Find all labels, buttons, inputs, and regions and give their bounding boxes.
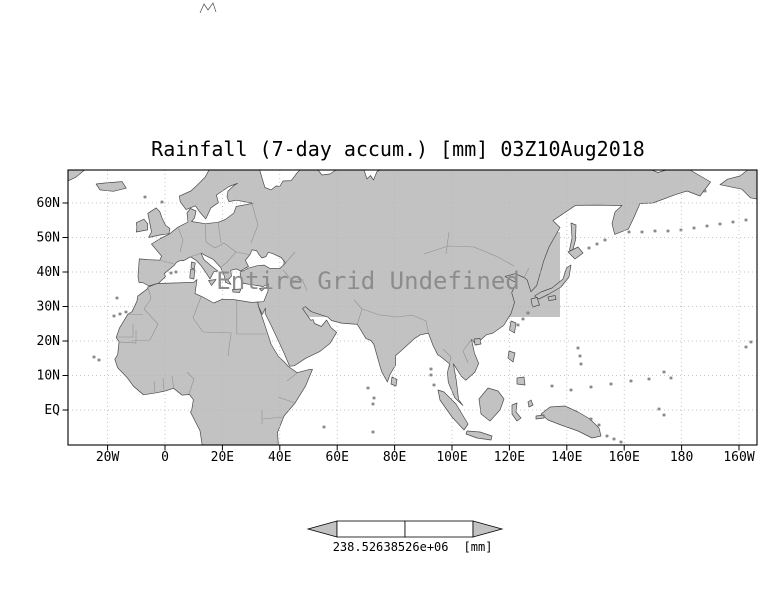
lon-tick-label: 160E <box>609 450 640 465</box>
landmass-japan-shikoku <box>547 295 557 301</box>
lat-tick-label: 40N <box>37 265 60 280</box>
lon-tick-label: 20E <box>211 450 234 465</box>
colorbar-tick-label: 238.526 <box>333 540 384 554</box>
island-sulawesi <box>511 402 522 422</box>
landmass-japan-hokkaido <box>567 246 584 260</box>
lon-axis: 20W 0 20E 40E 60E 80E 100E 120E 140E 160… <box>96 450 755 465</box>
lon-tick-label: 80E <box>383 450 406 465</box>
graticule <box>68 170 757 445</box>
lon-tick-label: 20W <box>96 450 120 465</box>
lon-tick-label: 140E <box>551 450 582 465</box>
stray-map-fragment <box>199 2 217 14</box>
colorbar-left-arrow <box>306 520 338 538</box>
landmass-greenland <box>68 170 85 182</box>
lat-tick-label: 50N <box>37 231 60 246</box>
country-borders <box>116 203 530 424</box>
colorbar-units-label: [mm] <box>464 540 493 554</box>
island-newguinea <box>540 405 602 439</box>
map-frame <box>67 169 758 446</box>
grid-undefined-message: Entire Grid Undefined <box>216 267 519 295</box>
landmass-japan-honshu <box>534 264 572 300</box>
island-mindanao <box>516 376 526 386</box>
land-layer <box>68 170 757 445</box>
lon-tick-label: 160W <box>723 450 754 465</box>
map-content <box>68 170 757 445</box>
colorbar-right-arrow <box>472 520 504 538</box>
lon-tick-label: 120E <box>494 450 525 465</box>
island-sicily <box>208 279 217 286</box>
island-crete <box>232 288 242 293</box>
landmass-eurasia <box>137 170 711 406</box>
axis-ticks <box>62 202 740 451</box>
island-srilanka <box>390 376 398 387</box>
lat-tick-label: 30N <box>37 300 60 315</box>
landmass-africa <box>114 279 313 445</box>
colorbar-cell-1 <box>336 520 406 538</box>
landmass-ireland <box>135 218 149 233</box>
island-hainan <box>473 338 482 346</box>
island-luzon <box>507 350 516 363</box>
lon-tick-label: 180 <box>670 450 693 465</box>
island-borneo <box>478 387 505 422</box>
colorbar-cell-2 <box>404 520 474 538</box>
landmass-japan-kyushu <box>530 297 540 308</box>
lon-tick-label: 0 <box>161 450 169 465</box>
island-taiwan <box>509 320 517 334</box>
island-corsica <box>190 261 196 270</box>
landmass-iceland <box>95 181 127 192</box>
island-halmahera <box>527 399 534 408</box>
lon-tick-label: 100E <box>436 450 467 465</box>
island-cyprus <box>259 287 266 292</box>
map-plot: 60N 50N 40N 30N 20N 10N EQ 20W 0 20E 40E… <box>37 169 758 465</box>
island-java <box>465 430 493 441</box>
landmass-alaska <box>719 170 757 200</box>
island-seram <box>535 414 545 420</box>
lat-tick-label: EQ <box>44 403 60 418</box>
lat-tick-label: 20N <box>37 334 60 349</box>
lat-tick-label: 60N <box>37 196 60 211</box>
lon-tick-label: 60E <box>325 450 348 465</box>
colorbar-tick-label: 38526e+06 <box>383 540 448 554</box>
landmass-britain <box>147 207 171 238</box>
lat-axis: 60N 50N 40N 30N 20N 10N EQ <box>37 196 61 418</box>
lon-tick-label: 40E <box>268 450 291 465</box>
plot-title: Rainfall (7-day accum.) [mm] 03Z10Aug201… <box>151 137 645 161</box>
lat-tick-label: 10N <box>37 369 60 384</box>
island-sardinia <box>189 269 196 280</box>
colorbar: 238.526 38526e+06 [mm] <box>306 520 504 554</box>
island-dots <box>92 189 753 444</box>
